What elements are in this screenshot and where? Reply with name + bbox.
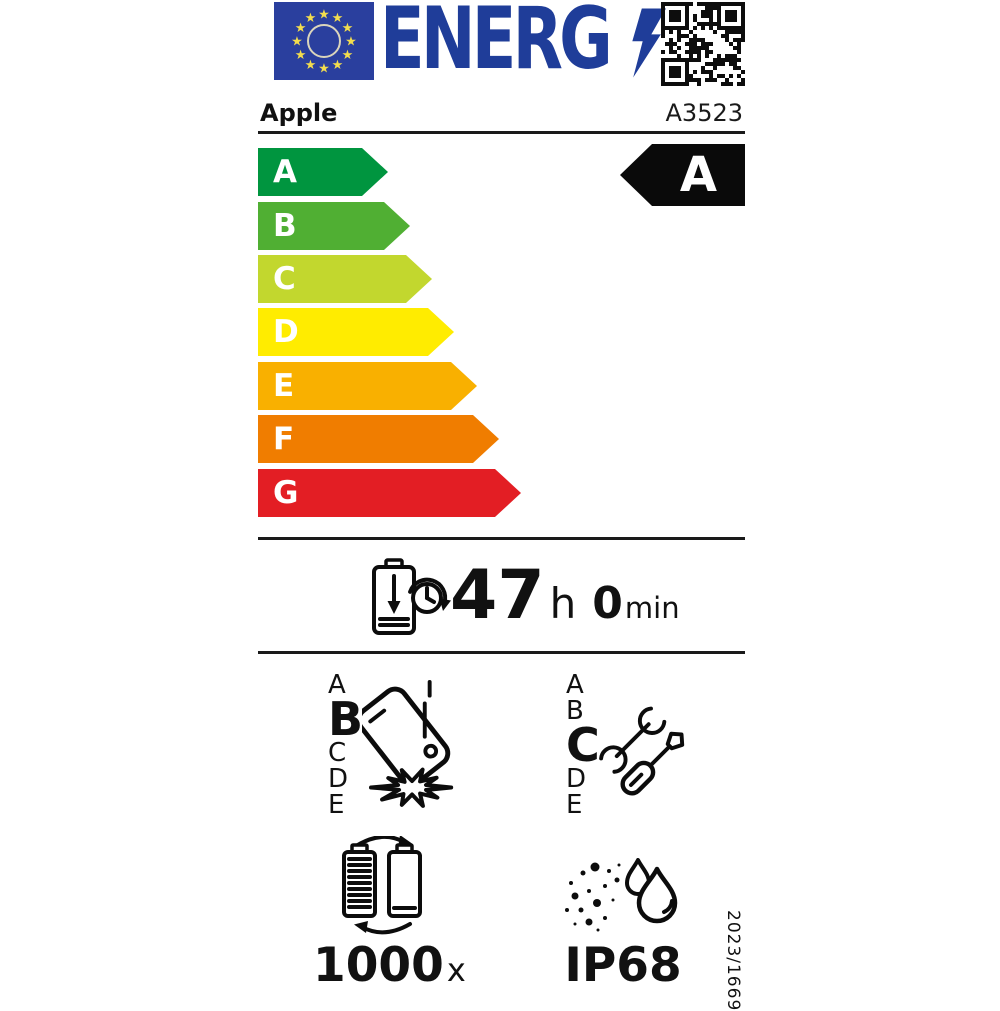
minutes-value: 0 xyxy=(592,578,623,629)
scale-arrow-e: E xyxy=(258,362,477,410)
svg-text:★: ★ xyxy=(318,62,330,77)
svg-text:★: ★ xyxy=(342,21,354,36)
qr-code-icon xyxy=(661,2,745,86)
scale-arrow-f: F xyxy=(258,415,499,463)
svg-text:★: ★ xyxy=(332,58,344,73)
svg-text:★: ★ xyxy=(305,11,317,26)
hours-unit: h xyxy=(549,579,577,628)
scale-letter: D xyxy=(273,314,299,350)
svg-text:★: ★ xyxy=(332,11,344,26)
scale-letter: C xyxy=(273,261,296,297)
rated-class-letter: A xyxy=(679,147,718,203)
svg-text:★: ★ xyxy=(342,48,354,63)
scale-letter: D xyxy=(328,764,349,794)
falling-phone-icon xyxy=(356,678,467,814)
scale-arrow-c: C xyxy=(258,255,432,303)
svg-text:★: ★ xyxy=(295,48,307,63)
brand-name: Apple xyxy=(260,99,338,127)
repairability-scale: A B C D E xyxy=(566,672,612,818)
cycles-number: 1000 xyxy=(313,938,444,993)
section-divider-2 xyxy=(258,651,745,654)
scale-arrow-g: G xyxy=(258,469,521,517)
repair-tools-icon xyxy=(596,694,694,802)
scale-letter: E xyxy=(328,790,345,820)
scale-letter: D xyxy=(566,764,587,794)
svg-text:★: ★ xyxy=(291,35,303,50)
scale-letter: A xyxy=(273,154,297,190)
energy-label: ★ ★ ★ ★ ★ ★ ★ ★ ★ ★ ★ ★ ENERG Apple A3523 A B … xyxy=(258,0,745,1011)
hours-value: 47 xyxy=(450,556,545,635)
header-divider xyxy=(258,131,745,134)
scale-letter: E xyxy=(566,790,583,820)
svg-text:★: ★ xyxy=(305,58,317,73)
svg-text:★: ★ xyxy=(318,8,330,23)
battery-cycles-icon xyxy=(340,834,428,942)
section-divider xyxy=(258,537,745,540)
scale-letter: A xyxy=(566,670,584,700)
scale-letter: E xyxy=(273,368,295,404)
scale-arrow-a: A xyxy=(258,148,388,196)
regulation-number: 2023/1669 xyxy=(723,910,743,1011)
scale-letter: F xyxy=(273,421,295,457)
battery-charge-time-icon xyxy=(364,556,459,641)
brand-row: Apple A3523 xyxy=(260,99,743,127)
drop-resistance-scale: A B C D E xyxy=(328,672,374,818)
ip-rating: IP68 xyxy=(564,938,682,993)
scale-letter: B xyxy=(566,696,584,726)
battery-cycles-value: 1000x xyxy=(313,938,466,993)
minutes-unit: min xyxy=(624,591,680,625)
eu-flag-icon: ★ ★ ★ ★ ★ ★ ★ ★ ★ ★ ★ ★ xyxy=(274,2,374,80)
scale-letter: C xyxy=(328,738,347,768)
scale-arrow-d: D xyxy=(258,308,454,356)
svg-text:★: ★ xyxy=(345,35,357,50)
scale-letter: B xyxy=(273,208,297,244)
dust-water-icon xyxy=(561,858,681,940)
model-number: A3523 xyxy=(665,99,744,127)
scale-letter: A xyxy=(328,670,346,700)
battery-endurance-value: 47 h 0 min xyxy=(450,556,680,641)
ip-rating-value: IP68 xyxy=(558,938,688,993)
rated-class-indicator: A xyxy=(620,144,745,206)
cycles-unit: x xyxy=(446,951,466,989)
scale-arrow-b: B xyxy=(258,202,410,250)
lightning-bolt-icon xyxy=(628,4,666,82)
drop-resistance-rating: B xyxy=(328,692,364,746)
scale-letter: G xyxy=(273,475,299,511)
energy-logo-text: ENERG xyxy=(380,0,613,89)
svg-text:★: ★ xyxy=(295,21,307,36)
repairability-rating: C xyxy=(566,718,600,772)
